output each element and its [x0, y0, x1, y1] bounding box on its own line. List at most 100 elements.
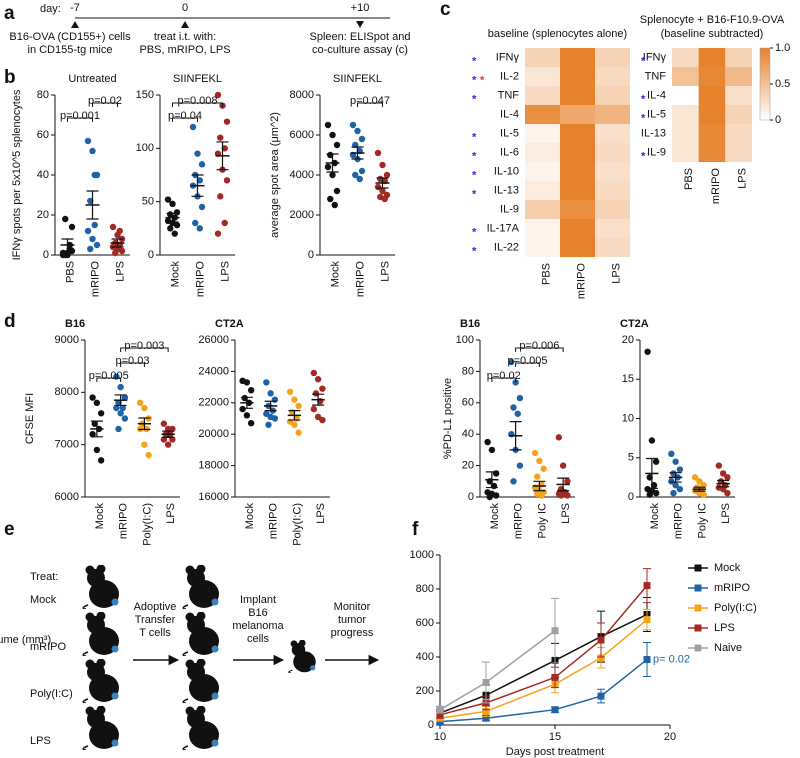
timeline-event: co-culture assay (c) — [312, 44, 408, 56]
heatmap-cell — [699, 86, 726, 105]
x-tick-label: LPS — [114, 261, 126, 282]
chart-title: CT2A — [620, 318, 649, 330]
data-point — [199, 161, 205, 167]
p-value: p=0.04 — [168, 110, 202, 122]
data-point — [644, 349, 650, 355]
timeline-event: in CD155-tg mice — [28, 44, 113, 56]
heatmap-cell — [595, 48, 630, 67]
x-tick-label: Mock — [169, 261, 181, 288]
heatmap-cell — [672, 86, 699, 105]
y-tick-label: 0 — [148, 249, 154, 261]
data-point — [359, 168, 365, 174]
heatmap-cell — [699, 124, 726, 143]
p-value: p=0.005 — [89, 370, 129, 382]
step-label: B16 — [248, 607, 268, 619]
data-point — [534, 473, 540, 479]
y-tick-label: 24000 — [198, 365, 229, 377]
annotation: p= 0.02 — [653, 653, 690, 665]
y-tick-label: 60 — [462, 397, 474, 409]
series-line — [440, 615, 647, 714]
step-label: Monitor — [334, 601, 371, 613]
data-point — [85, 138, 91, 144]
y-axis-label: %PD-L1 positive — [442, 378, 454, 459]
data-point — [244, 412, 250, 418]
data-point — [119, 248, 125, 254]
treat-label: Treat: — [30, 571, 58, 583]
timeline-tick: 0 — [182, 2, 188, 14]
y-tick-label: 15 — [622, 373, 634, 385]
colorbar-label: 0.5 — [775, 78, 790, 90]
heatmap-cell — [595, 105, 630, 124]
row-label: IL-6 — [500, 146, 519, 158]
data-point — [272, 396, 278, 402]
x-tick-label: LPS — [379, 261, 391, 282]
data-point — [287, 389, 293, 395]
legend-label: mRIPO — [714, 582, 751, 594]
data-point — [332, 202, 338, 208]
y-axis-label: IFNγ spots per 5x10^5 splenocytes — [11, 89, 23, 260]
p-value: p=0.008 — [177, 95, 217, 107]
data-point — [174, 222, 180, 228]
y-tick-label: 2000 — [290, 209, 314, 221]
data-point — [334, 142, 340, 148]
data-point — [64, 252, 70, 258]
step-label: Implant — [240, 594, 276, 606]
heatmap-cell — [725, 67, 752, 86]
x-tick-label: Poly(I:C) — [141, 503, 153, 546]
data-point — [560, 462, 566, 468]
heatmap-cell — [725, 86, 752, 105]
legend-label: LPS — [714, 622, 735, 634]
colorbar-label: 1.0 — [775, 42, 790, 54]
row-label: IL-13 — [494, 184, 519, 196]
series-line — [440, 586, 647, 715]
group-label: LPS — [30, 735, 51, 747]
x-tick-label: Mock — [649, 503, 661, 530]
x-tick-label: mRIPO — [354, 261, 366, 298]
data-point — [668, 451, 674, 457]
heatmap-cell — [595, 143, 630, 162]
data-point — [194, 150, 200, 156]
chart-title: CT2A — [215, 318, 244, 330]
data-point — [384, 172, 390, 178]
heatmap-cell — [525, 86, 560, 105]
data-point — [517, 395, 523, 401]
data-point — [265, 422, 271, 428]
data-point — [69, 224, 75, 230]
data-point — [598, 637, 605, 644]
heatmap-cell — [672, 124, 699, 143]
heatmap-title: Splenocyte + B16-F10.9-OVA — [640, 14, 785, 26]
y-axis-label: CFSE MFI — [24, 393, 36, 444]
timeline-label: day: — [40, 3, 61, 15]
data-point — [536, 458, 542, 464]
heatmap-cell — [725, 105, 752, 124]
significance-star: * — [472, 226, 477, 238]
significance-star: * — [472, 150, 477, 162]
heatmap-cell — [560, 181, 595, 200]
data-point — [291, 422, 297, 428]
y-tick-label: 8000 — [290, 89, 314, 101]
data-point — [670, 490, 676, 496]
y-tick-label: 5 — [628, 452, 634, 464]
p-value: p=0.047 — [350, 95, 390, 107]
mouse-icon — [183, 706, 219, 751]
data-point — [677, 486, 683, 492]
heatmap-cell — [595, 200, 630, 219]
data-point — [564, 478, 570, 484]
significance-star: * — [472, 131, 477, 143]
x-tick-label: mRIPO — [673, 503, 685, 540]
data-point — [644, 656, 651, 663]
y-axis-label: average spot area (μm^2) — [269, 112, 281, 238]
data-point — [564, 492, 570, 498]
heatmap-cell — [595, 86, 630, 105]
heatmap-cell — [560, 200, 595, 219]
data-point — [199, 204, 205, 210]
p-value: p=0.003 — [124, 340, 164, 352]
data-point — [558, 492, 564, 498]
x-tick-label: LPS — [165, 503, 177, 524]
data-point — [224, 118, 230, 124]
mouse-icon — [83, 565, 119, 610]
chart-title: Untreated — [68, 73, 116, 85]
timeline-arrow — [181, 21, 189, 28]
data-point — [677, 466, 683, 472]
row-label: IFNγ — [643, 51, 667, 63]
